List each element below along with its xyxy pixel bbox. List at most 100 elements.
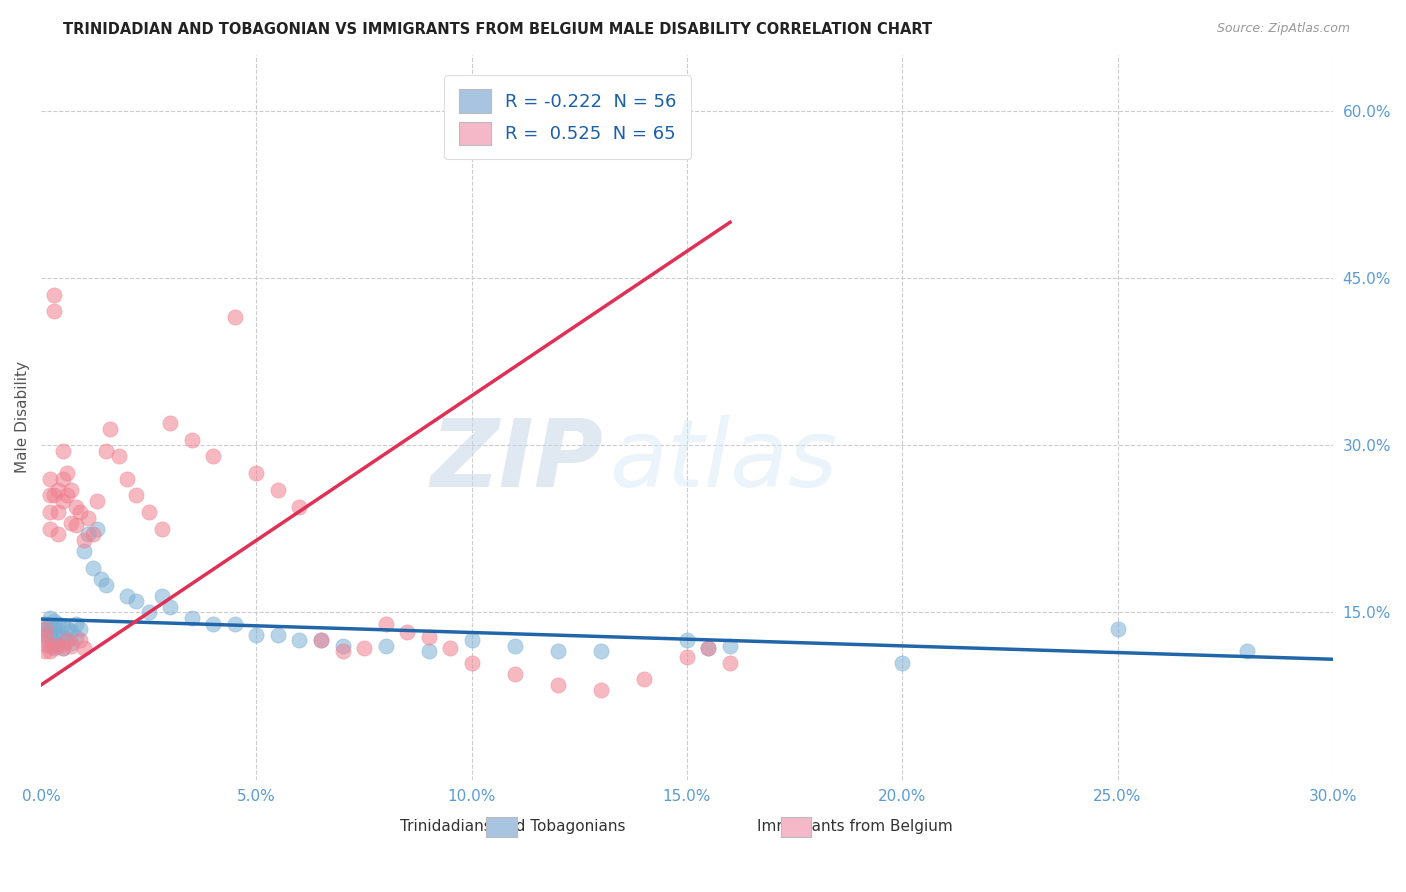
Point [38, 630, 60, 644]
Point [52, 443, 75, 458]
Text: Trinidadians and Tobagonians: Trinidadians and Tobagonians [399, 820, 626, 835]
Point [138, 505, 160, 519]
Point [60, 639, 83, 653]
Point [73, 544, 96, 558]
Point [46, 628, 69, 642]
Point [65, 518, 87, 533]
Point [56, 633, 79, 648]
Point [60, 635, 83, 649]
Point [73, 533, 96, 547]
Point [77, 527, 100, 541]
Point [138, 606, 160, 620]
Text: atlas: atlas [609, 416, 838, 507]
Point [56, 488, 79, 502]
Point [52, 619, 75, 633]
Text: ZIP: ZIP [430, 415, 603, 507]
Point [396, 625, 419, 640]
Point [202, 616, 225, 631]
Point [267, 628, 290, 642]
Point [38, 619, 60, 633]
Point [34, 622, 56, 636]
Point [288, 500, 311, 514]
Point [38, 625, 60, 640]
Point [589, 644, 612, 658]
Point [159, 416, 181, 430]
Point [69, 622, 91, 636]
Point [439, 641, 461, 656]
Point [697, 641, 720, 656]
Point [115, 472, 138, 486]
Point [332, 639, 354, 653]
Point [46, 616, 69, 631]
Point [69, 633, 91, 648]
Point [891, 656, 914, 670]
Point [42, 630, 65, 644]
Point [46, 637, 69, 651]
Point [374, 616, 396, 631]
Point [245, 628, 267, 642]
Y-axis label: Male Disability: Male Disability [15, 361, 30, 474]
Point [125, 488, 148, 502]
Point [52, 641, 75, 656]
Point [46, 527, 69, 541]
Point [503, 639, 526, 653]
Point [42, 287, 65, 301]
Point [82, 561, 104, 575]
Point [98, 421, 121, 435]
Point [77, 510, 100, 524]
Point [589, 683, 612, 698]
Point [56, 622, 79, 636]
Point [267, 483, 290, 497]
Point [65, 630, 87, 644]
Point [46, 639, 69, 653]
Text: Immigrants from Belgium: Immigrants from Belgium [756, 820, 953, 835]
Point [34, 628, 56, 642]
Point [56, 633, 79, 648]
Point [353, 641, 375, 656]
Point [224, 310, 246, 324]
Point [202, 450, 225, 464]
Point [309, 633, 332, 648]
Legend: R = -0.222  N = 56, R =  0.525  N = 65: R = -0.222 N = 56, R = 0.525 N = 65 [444, 75, 692, 160]
Point [52, 472, 75, 486]
Point [38, 522, 60, 536]
Point [42, 488, 65, 502]
Point [86, 494, 108, 508]
Point [150, 589, 173, 603]
Point [38, 639, 60, 653]
Point [633, 673, 655, 687]
Point [245, 466, 267, 480]
Point [94, 443, 117, 458]
Point [332, 644, 354, 658]
Point [125, 594, 148, 608]
Point [159, 599, 181, 614]
Point [107, 450, 129, 464]
Point [38, 505, 60, 519]
Point [86, 522, 108, 536]
Point [60, 624, 83, 639]
Point [34, 630, 56, 644]
Point [460, 633, 482, 648]
Point [460, 656, 482, 670]
Point [418, 644, 440, 658]
Point [1107, 622, 1129, 636]
Point [676, 650, 699, 665]
Point [288, 633, 311, 648]
Point [34, 616, 56, 631]
Point [547, 678, 569, 692]
Point [46, 505, 69, 519]
Point [38, 472, 60, 486]
Point [418, 630, 440, 644]
Point [56, 466, 79, 480]
Point [115, 589, 138, 603]
Point [52, 641, 75, 656]
Point [42, 304, 65, 318]
Point [34, 622, 56, 636]
Point [42, 615, 65, 629]
Point [180, 611, 202, 625]
Point [150, 522, 173, 536]
Point [42, 641, 65, 656]
Point [60, 483, 83, 497]
Point [224, 616, 246, 631]
Point [1236, 644, 1258, 658]
